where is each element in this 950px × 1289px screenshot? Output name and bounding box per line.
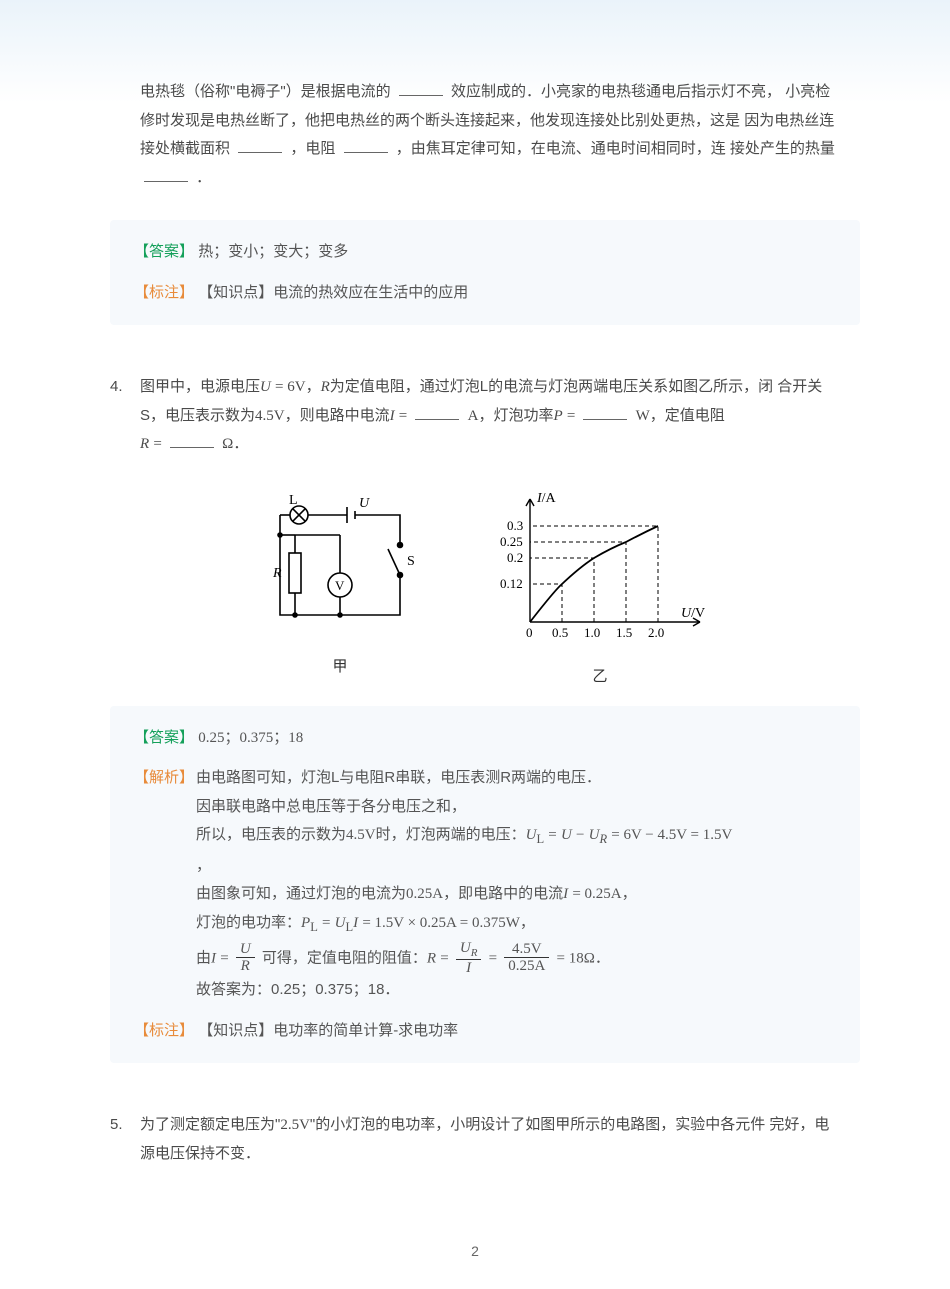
- q5-p1b: "的小灯泡的电功率，小明设计了如图甲所示的电路图，实验中各元件: [310, 1116, 765, 1133]
- analysis-l5: 灯泡的电功率：PL = ULI = 1.5V × 0.25A = 0.375W，: [196, 909, 732, 940]
- analysis-l3c: ，: [196, 852, 732, 881]
- circuit-svg: L U R V S: [255, 487, 425, 637]
- voltmeter-label: V: [335, 578, 345, 593]
- page-container: 电热毯（俗称"电褥子"）是根据电流的 效应制成的．小亮家的电热毯通电后指示灯不亮…: [0, 0, 950, 1289]
- q4-unit-w: W: [636, 408, 650, 424]
- x-axis-label: U/V: [681, 606, 705, 621]
- q3-p3c: ，由焦耳定律可知，在电流、通电时间相同时，连: [396, 140, 726, 157]
- q4-p2v: 4.5V: [255, 408, 285, 424]
- blank: [583, 405, 627, 420]
- xtick: 0.5: [552, 625, 568, 640]
- xtick: 2.0: [648, 625, 664, 640]
- answer-text: 热；变小；变大；变多: [198, 243, 348, 260]
- q3-p3b: ，电阻: [290, 140, 335, 157]
- q4-answer-row: 【答案】 0.25；0.375；18: [134, 724, 836, 753]
- q3-answer-box: 【答案】 热；变小；变大；变多 【标注】 【知识点】电流的热效应在生活中的应用: [110, 220, 860, 325]
- note-label: 【标注】: [134, 284, 194, 301]
- ytick: 0.12: [500, 576, 523, 591]
- analysis-l4: 由图象可知，通过灯泡的电流为0.25A，即电路中的电流I = 0.25A，: [196, 880, 732, 909]
- xtick: 0: [526, 625, 533, 640]
- analysis-l3: 所以，电压表的示数为4.5V时，灯泡两端的电压：UL = U − UR = 6V…: [196, 821, 732, 852]
- blank: [399, 81, 443, 96]
- graph-svg: 0.3 0.25 0.2 0.12 0 0.5 1.0 1.5 2.0 I/A …: [485, 487, 715, 647]
- q4-p2c: ，灯泡功率: [478, 407, 553, 424]
- analysis-l2: 因串联电路中总电压等于各分电压之和，: [196, 793, 732, 822]
- xtick: 1.0: [584, 625, 600, 640]
- q4-note-row: 【标注】 【知识点】电功率的简单计算-求电功率: [134, 1017, 836, 1046]
- question-3: 电热毯（俗称"电褥子"）是根据电流的 效应制成的．小亮家的电热毯通电后指示灯不亮…: [110, 70, 860, 325]
- q3-p1a: 电热毯（俗称"电褥子"）是根据电流的: [140, 83, 391, 100]
- resistor-label: R: [272, 566, 282, 581]
- lamp-label: L: [289, 493, 298, 508]
- q4-p2b: ，则电路中电流: [285, 407, 390, 424]
- blank: [415, 405, 459, 420]
- q3-p1b: 效应制成的．小亮家的电热毯通电后指示灯不亮，: [451, 83, 781, 100]
- q4-analysis-row: 【解析】 由电路图可知，灯泡L与电阻R串联，电压表测R两端的电压． 因串联电路中…: [134, 764, 836, 1005]
- q3-note-row: 【标注】 【知识点】电流的热效应在生活中的应用: [134, 279, 836, 308]
- question-5: 5. 为了测定额定电压为"2.5V"的小灯泡的电功率，小明设计了如图甲所示的电路…: [110, 1103, 860, 1182]
- note-label: 【标注】: [134, 1022, 194, 1039]
- question-4: 4. 图甲中，电源电压U = 6V，R为定值电阻，通过灯泡L的电流与灯泡两端电压…: [110, 365, 860, 1063]
- analysis-l6: 由I = UR 可得，定值电阻的阻值：R = URI = 4.5V0.25A =…: [196, 940, 732, 977]
- note-text: 【知识点】电功率的简单计算-求电功率: [198, 1022, 458, 1039]
- graph-caption: 乙: [485, 663, 715, 692]
- ytick: 0.2: [507, 550, 523, 565]
- answer-label: 【答案】: [134, 243, 194, 260]
- analysis-l1: 由电路图可知，灯泡L与电阻R串联，电压表测R两端的电压．: [196, 764, 732, 793]
- y-axis-label: I/A: [536, 491, 557, 506]
- q3-answer-row: 【答案】 热；变小；变大；变多: [134, 238, 836, 267]
- question-3-text: 电热毯（俗称"电褥子"）是根据电流的 效应制成的．小亮家的电热毯通电后指示灯不亮…: [110, 70, 860, 206]
- analysis-l7: 故答案为：0.25；0.375；18．: [196, 976, 732, 1005]
- blank: [238, 138, 282, 153]
- diagram-row: L U R V S 甲: [110, 487, 860, 692]
- circuit-diagram: L U R V S 甲: [255, 487, 425, 682]
- iv-graph: 0.3 0.25 0.2 0.12 0 0.5 1.0 1.5 2.0 I/A …: [485, 487, 715, 692]
- blank: [344, 138, 388, 153]
- q4-unit-a: A: [468, 408, 479, 424]
- circuit-caption: 甲: [255, 653, 425, 682]
- q4-p1a: 图甲中，电源电压: [140, 378, 260, 395]
- analysis-body: 由电路图可知，灯泡L与电阻R串联，电压表测R两端的电压． 因串联电路中总电压等于…: [196, 764, 732, 1005]
- content-area: 电热毯（俗称"电褥子"）是根据电流的 效应制成的．小亮家的电热毯通电后指示灯不亮…: [0, 70, 950, 1182]
- blank: [144, 167, 188, 182]
- ytick: 0.25: [500, 534, 523, 549]
- q4-p1c: 为定值电阻，通过灯泡L的电流与灯泡两端电压关系如图乙所示，闭: [330, 378, 773, 395]
- q3-p4a: 接处产生的热量: [730, 140, 835, 157]
- q4-number: 4.: [110, 373, 123, 402]
- page-number: 2: [0, 1238, 950, 1265]
- q4-answer-box: 【答案】 0.25；0.375；18 【解析】 由电路图可知，灯泡L与电阻R串联…: [110, 706, 860, 1064]
- q4-p3b: ．: [233, 435, 248, 452]
- answer-label: 【答案】: [134, 729, 194, 746]
- note-text: 【知识点】电流的热效应在生活中的应用: [198, 284, 468, 301]
- question-4-text: 4. 图甲中，电源电压U = 6V，R为定值电阻，通过灯泡L的电流与灯泡两端电压…: [110, 365, 860, 473]
- q5-p1a: 为了测定额定电压为": [140, 1116, 280, 1133]
- battery-label: U: [359, 496, 370, 511]
- blank: [170, 433, 214, 448]
- q4-p2d: ，定值电阻: [650, 407, 725, 424]
- switch-label: S: [407, 554, 415, 569]
- ytick: 0.3: [507, 518, 523, 533]
- q4-p1b: ，: [306, 378, 321, 395]
- q3-p4b: ．: [196, 169, 211, 186]
- q4-unit-ohm: Ω: [222, 436, 233, 452]
- question-5-text: 5. 为了测定额定电压为"2.5V"的小灯泡的电功率，小明设计了如图甲所示的电路…: [110, 1103, 860, 1182]
- q5-number: 5.: [110, 1111, 123, 1140]
- q5-p1v: 2.5V: [280, 1117, 310, 1133]
- answer-text: 0.25；0.375；18: [198, 730, 303, 746]
- xtick: 1.5: [616, 625, 632, 640]
- analysis-label: 【解析】: [134, 764, 194, 1005]
